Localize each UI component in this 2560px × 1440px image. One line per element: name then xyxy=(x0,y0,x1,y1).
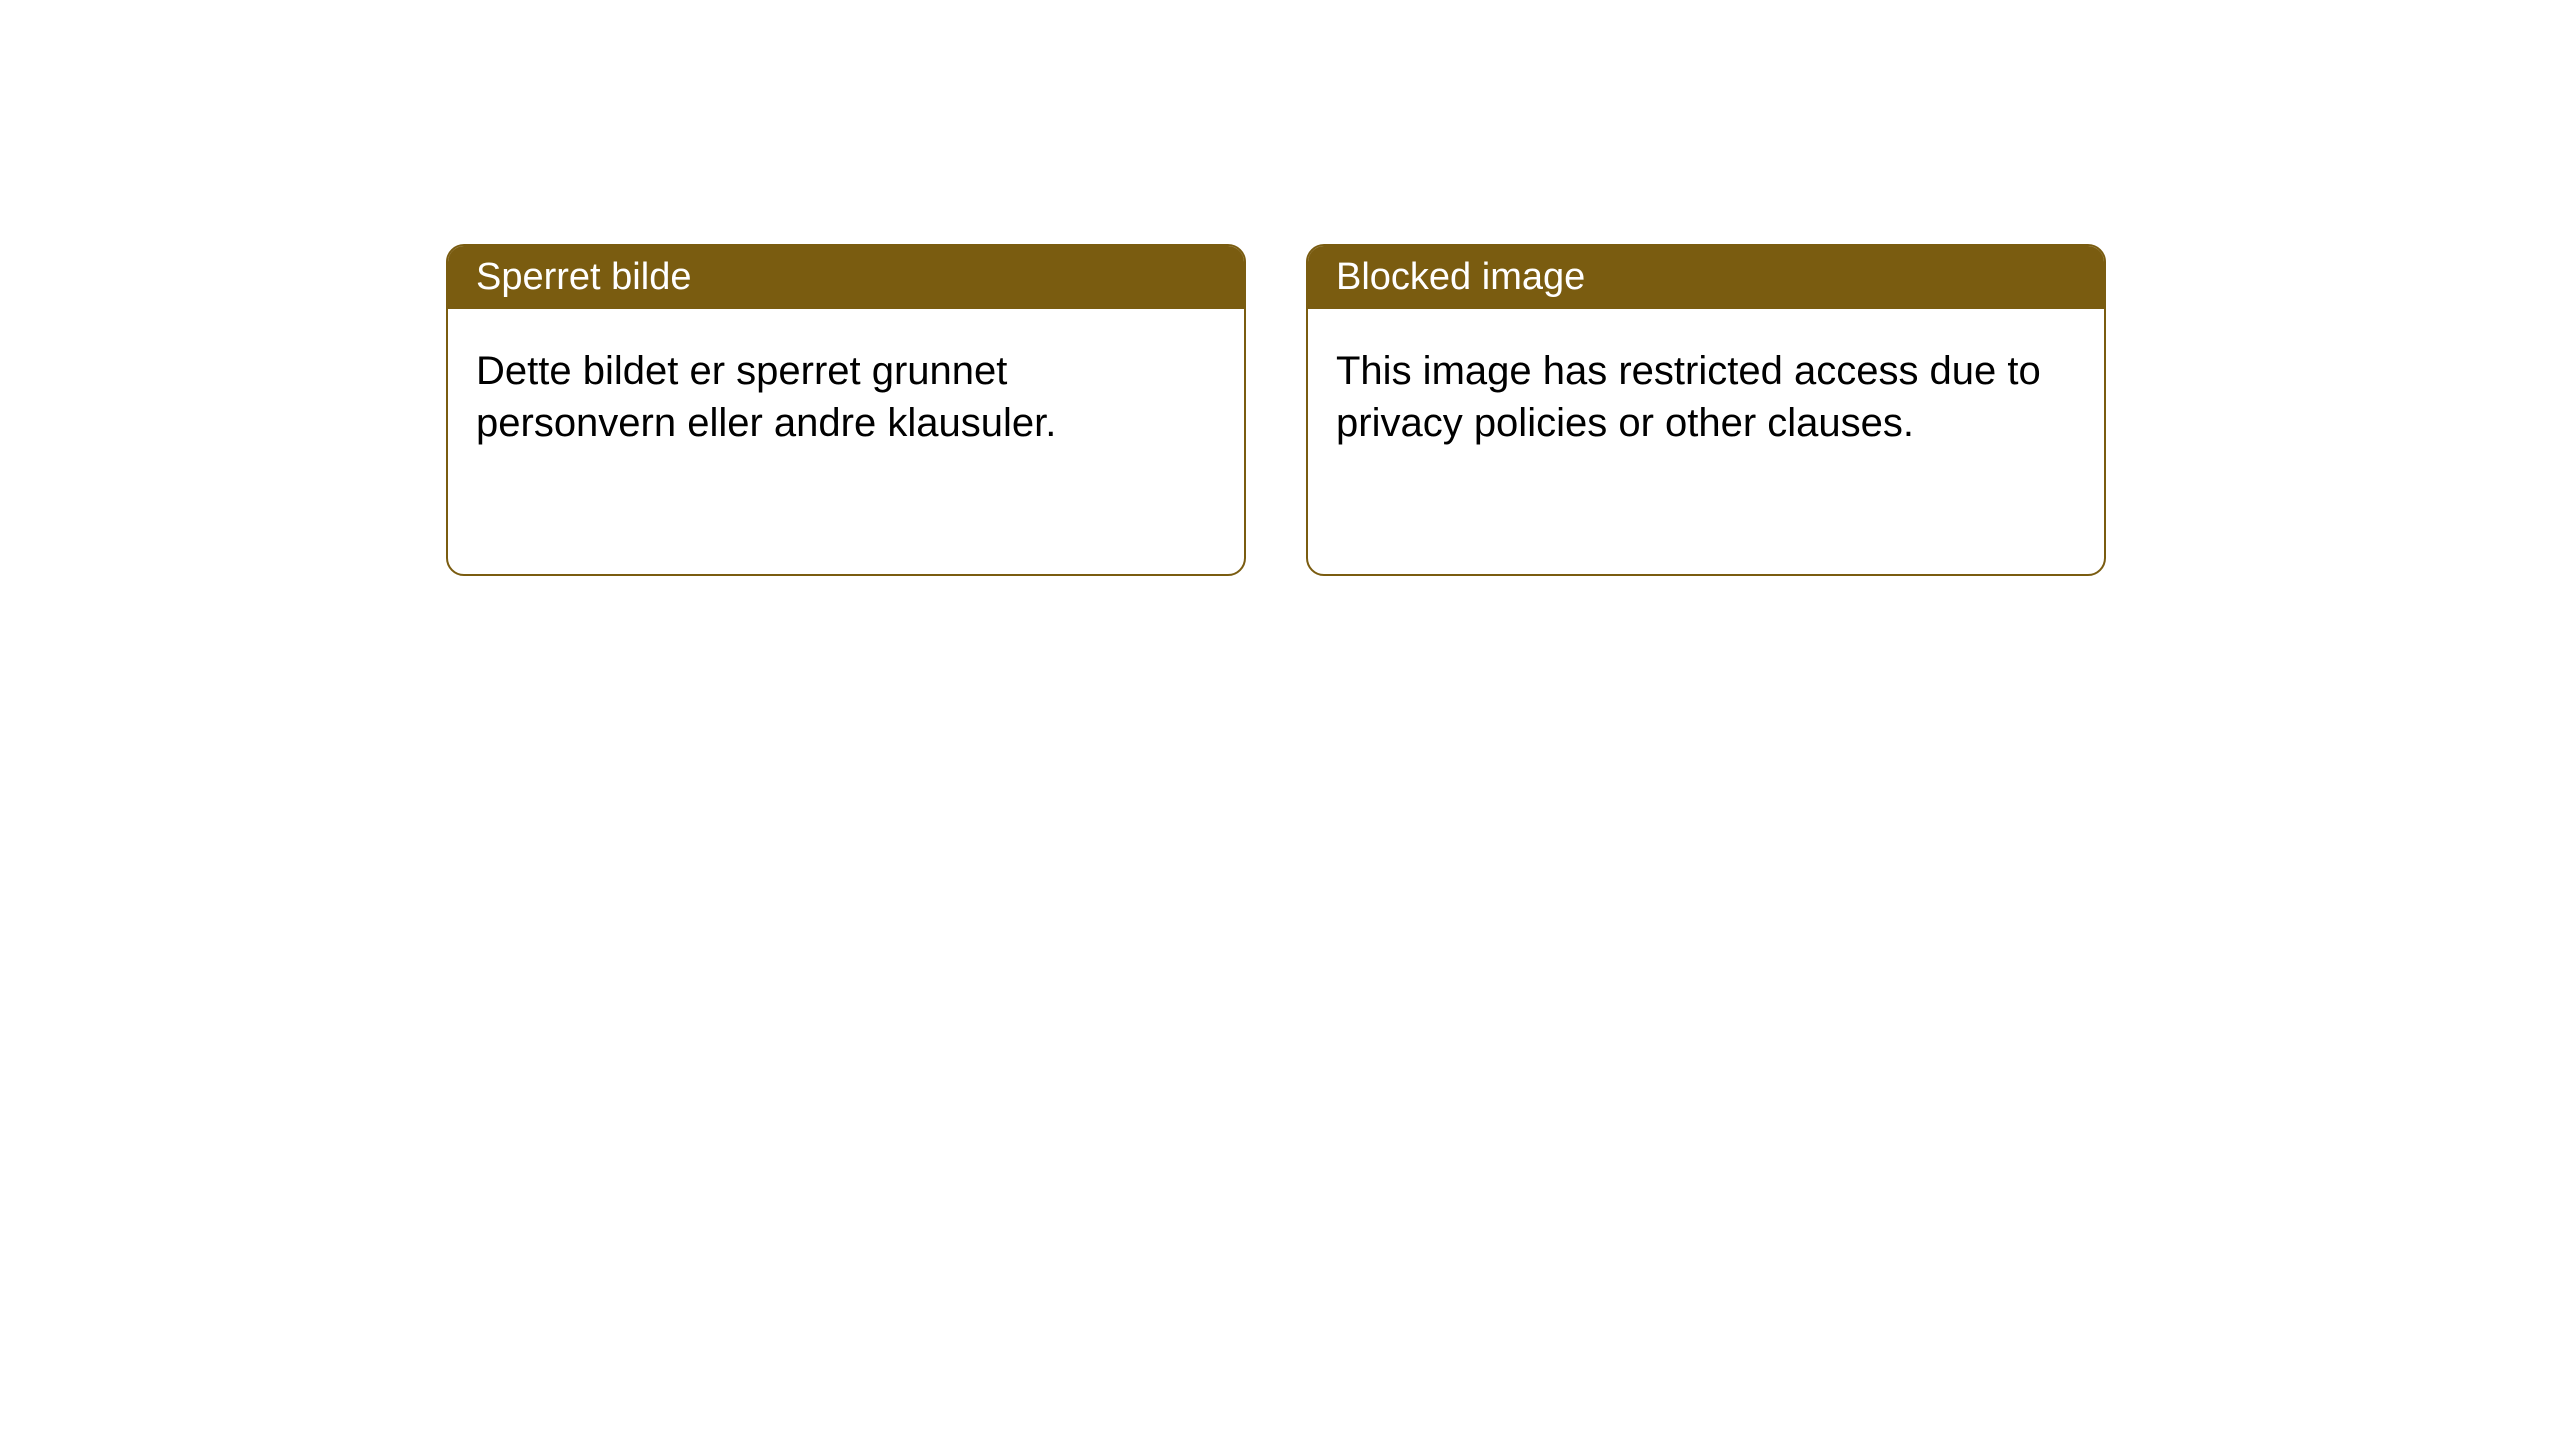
notice-container: Sperret bilde Dette bildet er sperret gr… xyxy=(0,0,2560,576)
notice-header-text: Blocked image xyxy=(1336,256,1585,298)
notice-body: This image has restricted access due to … xyxy=(1308,309,2104,485)
notice-header-text: Sperret bilde xyxy=(476,256,691,298)
notice-body-text: Dette bildet er sperret grunnet personve… xyxy=(476,349,1056,445)
notice-header: Sperret bilde xyxy=(448,246,1244,309)
notice-header: Blocked image xyxy=(1308,246,2104,309)
notice-body: Dette bildet er sperret grunnet personve… xyxy=(448,309,1244,485)
notice-box-english: Blocked image This image has restricted … xyxy=(1306,244,2106,576)
notice-body-text: This image has restricted access due to … xyxy=(1336,349,2041,445)
notice-box-norwegian: Sperret bilde Dette bildet er sperret gr… xyxy=(446,244,1246,576)
